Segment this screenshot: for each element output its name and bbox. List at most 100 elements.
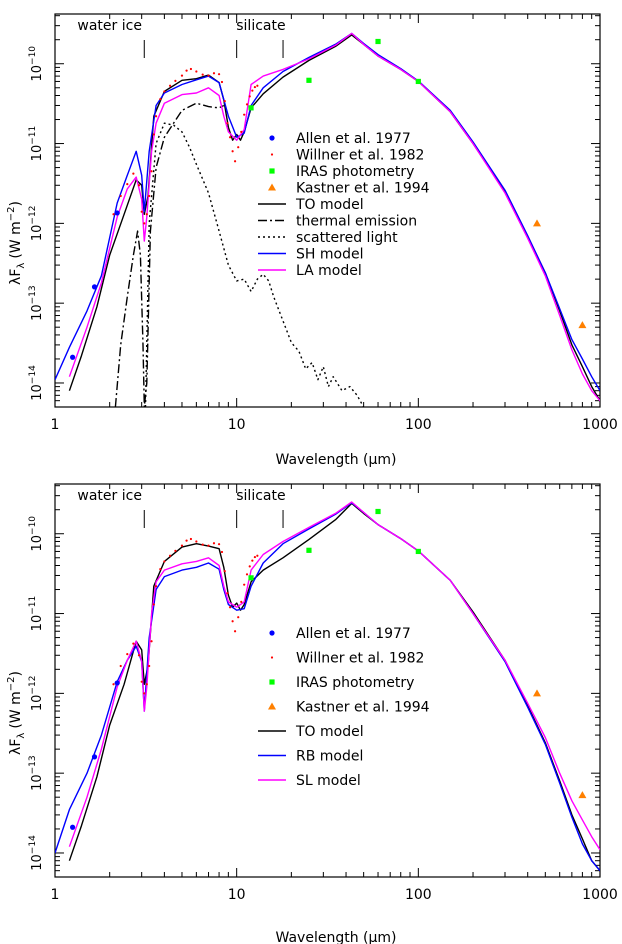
feature-annotation: water ice bbox=[77, 488, 142, 504]
willner-et-al-1982-point bbox=[163, 90, 166, 93]
plot-frame bbox=[54, 13, 601, 408]
feature-annotation: silicate bbox=[236, 18, 285, 34]
willner-et-al-1982-point bbox=[251, 89, 254, 92]
allen-et-al-1977-point bbox=[70, 824, 76, 830]
y-axis-label-close: ) bbox=[8, 201, 24, 206]
plot-frame bbox=[54, 483, 601, 878]
y-axis-label-exp: −2 bbox=[6, 207, 17, 222]
y-axis-label: λFλ (W m−2) bbox=[6, 201, 27, 285]
willner-et-al-1982-point bbox=[159, 98, 162, 101]
svg-text:10−12: 10−12 bbox=[28, 206, 45, 242]
willner-et-al-1982-point bbox=[220, 550, 224, 554]
y-tick-label: 10−10 bbox=[28, 46, 45, 82]
willner-et-al-1982-point bbox=[140, 210, 143, 213]
legend-label: RB model bbox=[296, 749, 363, 765]
willner-et-al-1982-point bbox=[112, 213, 115, 216]
willner-et-al-1982-point bbox=[207, 544, 210, 547]
legend-swatch bbox=[269, 679, 275, 685]
legend-label: Willner et al. 1982 bbox=[296, 148, 424, 164]
x-tick-label: 1 bbox=[51, 417, 60, 433]
willner-et-al-1982-point bbox=[228, 606, 232, 609]
willner-et-al-1982-point bbox=[212, 72, 216, 75]
willner-et-al-1982-point bbox=[245, 103, 249, 106]
thermal-emission-line bbox=[114, 102, 225, 407]
y-tick-label: 10−14 bbox=[28, 365, 45, 401]
willner-et-al-1982-point bbox=[132, 172, 135, 175]
svg-text:10−10: 10−10 bbox=[28, 516, 45, 552]
willner-et-al-1982-point bbox=[143, 692, 146, 695]
legend-label: Kastner et al. 1994 bbox=[296, 181, 430, 197]
svg-text:10−14: 10−14 bbox=[28, 365, 45, 401]
y-axis-label-units: (W m bbox=[8, 221, 24, 258]
willner-et-al-1982-point bbox=[220, 80, 224, 84]
legend-label: SL model bbox=[296, 773, 361, 789]
y-tick-label: 10−12 bbox=[28, 676, 45, 712]
willner-et-al-1982-point bbox=[180, 74, 184, 77]
y-tick-label: 10−11 bbox=[28, 596, 45, 632]
x-tick-label: 10 bbox=[228, 417, 246, 433]
willner-et-al-1982-point bbox=[228, 136, 232, 139]
willner-et-al-1982-point bbox=[256, 554, 259, 557]
legend-label: TO model bbox=[295, 724, 364, 740]
willner-et-al-1982-point bbox=[152, 133, 155, 136]
willner-et-al-1982-point bbox=[150, 170, 153, 173]
willner-et-al-1982-point bbox=[201, 73, 204, 76]
x-tick-label: 10 bbox=[228, 887, 246, 903]
willner-et-al-1982-point bbox=[226, 122, 229, 125]
willner-et-al-1982-point bbox=[248, 565, 251, 568]
y-axis-label-sub: λ bbox=[16, 263, 27, 269]
y-tick-label: 10−12 bbox=[28, 206, 45, 242]
la-model-line bbox=[68, 32, 600, 402]
legend-label: IRAS photometry bbox=[296, 675, 414, 691]
willner-et-al-1982-point bbox=[168, 84, 172, 87]
willner-et-al-1982-point bbox=[152, 603, 155, 606]
kastner-et-al-1994-point bbox=[578, 321, 587, 329]
willner-et-al-1982-point bbox=[174, 79, 177, 82]
willner-et-al-1982-point bbox=[217, 543, 221, 546]
plot-area bbox=[55, 501, 600, 872]
willner-et-al-1982-point bbox=[148, 664, 151, 668]
willner-et-al-1982-point bbox=[185, 539, 188, 542]
x-tick-label: 100 bbox=[405, 417, 432, 433]
legend-label: thermal emission bbox=[296, 214, 417, 230]
willner-et-al-1982-point bbox=[140, 680, 143, 683]
willner-et-al-1982-point bbox=[231, 150, 234, 153]
willner-et-al-1982-point bbox=[226, 592, 229, 595]
x-tick-label: 1000 bbox=[582, 887, 618, 903]
willner-et-al-1982-point bbox=[240, 600, 243, 603]
willner-et-al-1982-point bbox=[233, 160, 237, 163]
y-axis-label-main: λF bbox=[8, 269, 24, 285]
willner-et-al-1982-point bbox=[154, 115, 158, 118]
kastner-et-al-1994-point bbox=[533, 219, 542, 227]
willner-et-al-1982-point bbox=[168, 554, 172, 557]
legend-label: SH model bbox=[296, 247, 363, 263]
willner-et-al-1982-point bbox=[212, 542, 216, 545]
willner-et-al-1982-point bbox=[154, 585, 158, 588]
iras-photometry-point bbox=[375, 38, 381, 45]
legend-label: Allen et al. 1977 bbox=[296, 626, 411, 642]
allen-et-al-1977-point bbox=[70, 354, 76, 360]
legend-swatch bbox=[268, 183, 276, 191]
svg-text:λFλ(W m−2): λFλ (W m−2) bbox=[6, 201, 27, 285]
x-tick-label: 1000 bbox=[582, 417, 618, 433]
willner-et-al-1982-point bbox=[237, 616, 240, 619]
top-panel: 1 10 100 1000 10−14 10−13 10−12 10−11 10−10 water… bbox=[28, 13, 618, 433]
willner-et-al-1982-point bbox=[243, 113, 246, 116]
svg-text:10−13: 10−13 bbox=[28, 285, 45, 321]
willner-et-al-1982-point bbox=[174, 549, 177, 552]
willner-et-al-1982-point bbox=[195, 70, 198, 73]
willner-et-al-1982-point bbox=[150, 640, 153, 643]
iras-photometry-point bbox=[248, 575, 254, 581]
willner-et-al-1982-point bbox=[126, 183, 129, 186]
legend-swatch bbox=[269, 135, 275, 141]
willner-et-al-1982-point bbox=[217, 73, 221, 76]
willner-et-al-1982-point bbox=[201, 543, 204, 546]
legend-label: Kastner et al. 1994 bbox=[296, 700, 430, 716]
legend-swatch bbox=[268, 702, 276, 710]
willner-et-al-1982-point bbox=[159, 568, 162, 571]
willner-et-al-1982-point bbox=[207, 74, 210, 77]
willner-et-al-1982-point bbox=[137, 654, 141, 657]
